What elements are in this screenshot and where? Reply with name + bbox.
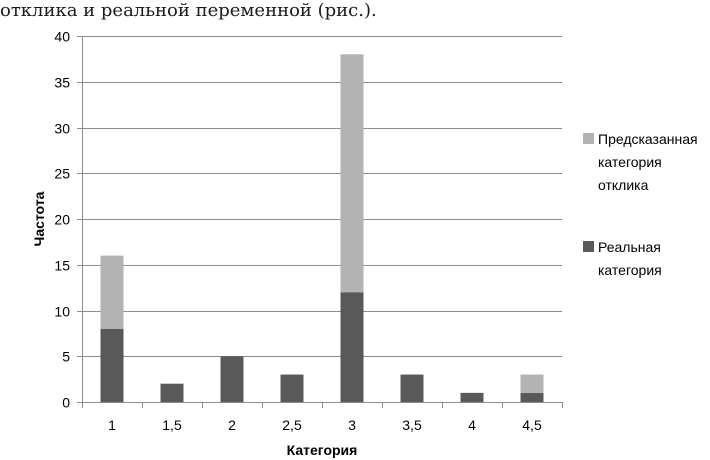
legend-label: Предсказанная категория отклика: [598, 131, 698, 193]
bars: [100, 54, 544, 402]
y-axis-title: Частота: [31, 191, 47, 246]
bar: [340, 292, 364, 402]
legend: Предсказанная категория отклика Реальная кат…: [583, 131, 698, 278]
axes: 0 5 10 15 20 25 30 35 40 1 1,5 2 2,5 3 3,5 4 4,5: [54, 29, 563, 433]
legend-swatch: [583, 241, 594, 252]
y-tick-label: 20: [54, 212, 70, 228]
bar: [340, 54, 364, 293]
y-tick-label: 5: [62, 349, 70, 365]
y-tick-label: 0: [62, 395, 70, 411]
bar: [100, 328, 124, 402]
y-tick-label: 10: [54, 304, 70, 320]
caption-text: отклика и реальной переменной (рис.).: [0, 0, 377, 21]
x-tick-label: 4,5: [522, 417, 542, 433]
legend-swatch: [583, 133, 594, 144]
y-tick-label: 30: [54, 121, 70, 137]
bar: [280, 374, 304, 402]
y-tick-label: 25: [54, 166, 70, 182]
bar: [160, 383, 184, 402]
gridlines: [82, 36, 562, 357]
y-tick-label: 35: [54, 75, 70, 91]
bar: [520, 392, 544, 402]
x-axis-title: Категория: [287, 442, 358, 458]
bar: [220, 356, 244, 402]
x-tick-label: 1: [108, 417, 116, 433]
legend-label: Реальная категория: [598, 239, 662, 278]
bar: [520, 374, 544, 393]
x-tick-label: 1,5: [162, 417, 182, 433]
x-tick-label: 2: [228, 417, 236, 433]
bar: [460, 392, 484, 402]
x-tick-label: 4: [468, 417, 476, 433]
y-tick-label: 15: [54, 258, 70, 274]
bar: [400, 374, 424, 402]
x-tick-label: 2,5: [282, 417, 302, 433]
bar: [100, 255, 124, 329]
y-tick-label: 40: [54, 29, 70, 45]
x-tick-label: 3,5: [402, 417, 422, 433]
x-tick-label: 3: [348, 417, 356, 433]
